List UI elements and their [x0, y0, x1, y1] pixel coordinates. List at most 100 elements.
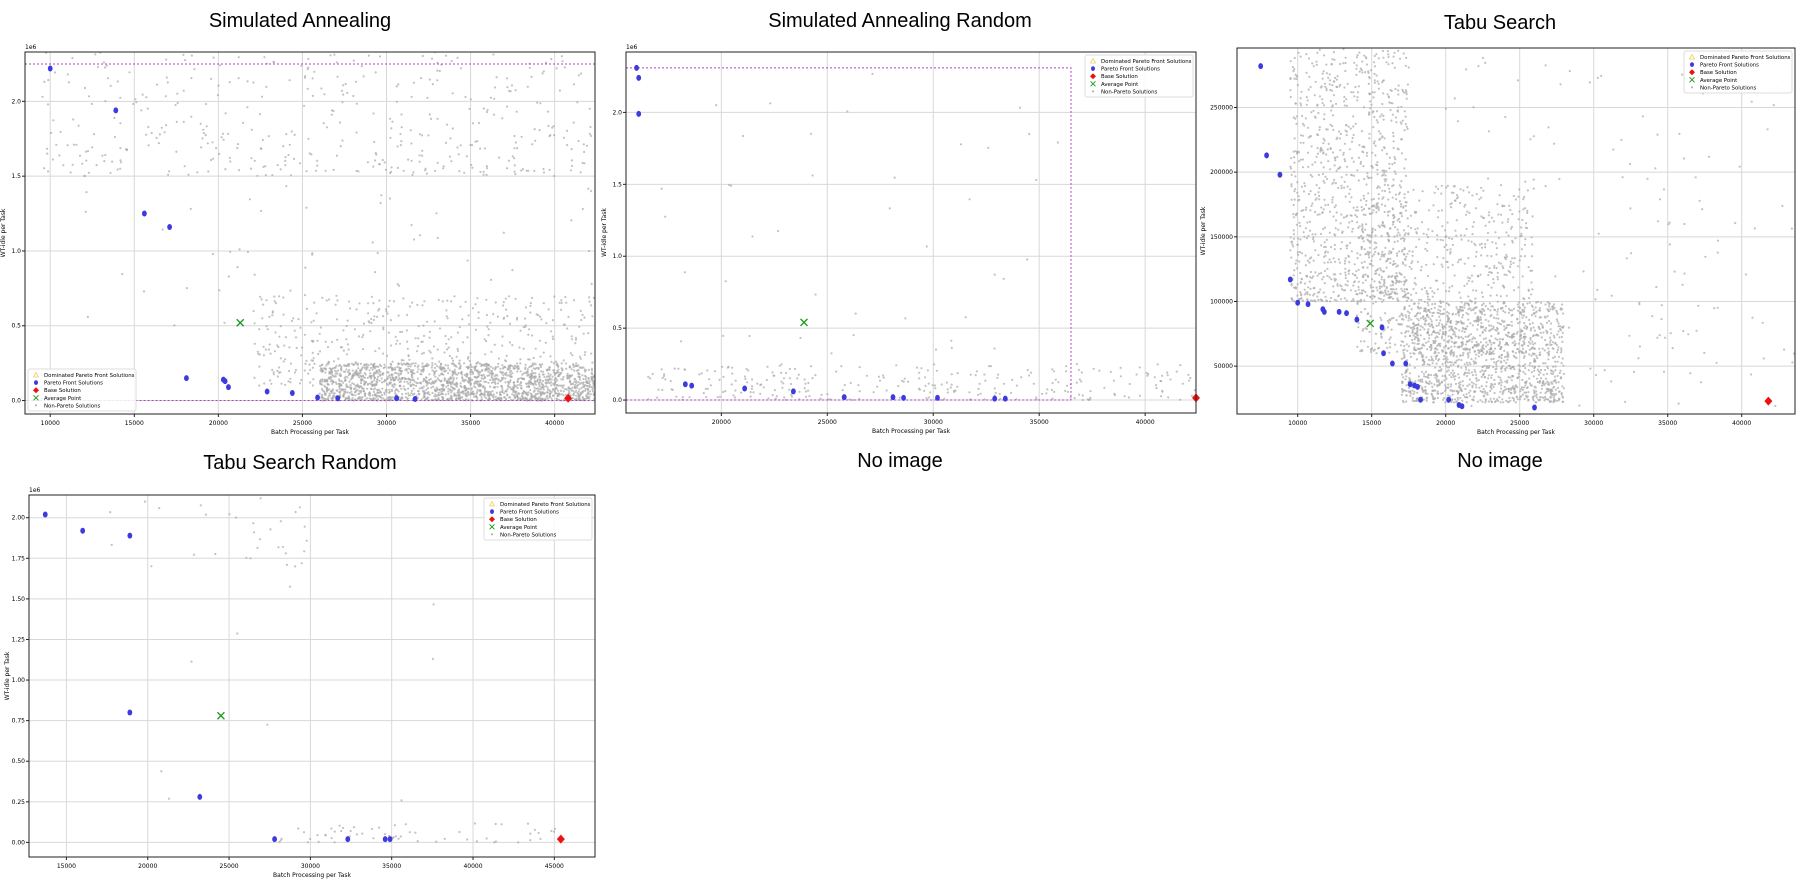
- non-pareto-point: [1292, 274, 1295, 277]
- non-pareto-point: [1496, 275, 1499, 279]
- non-pareto-point: [465, 387, 468, 390]
- non-pareto-point: [1512, 194, 1515, 198]
- non-pareto-point: [731, 366, 734, 369]
- non-pareto-point: [1306, 221, 1309, 224]
- non-pareto-point: [1322, 152, 1325, 155]
- non-pareto-point: [579, 72, 583, 75]
- non-pareto-point: [1295, 122, 1298, 125]
- non-pareto-point: [347, 348, 350, 351]
- non-pareto-point: [881, 374, 885, 377]
- non-pareto-point: [1388, 351, 1391, 354]
- non-pareto-point: [1301, 158, 1305, 161]
- non-pareto-point: [1378, 186, 1381, 189]
- non-pareto-point: [713, 370, 717, 373]
- pareto-point: [682, 381, 688, 388]
- non-pareto-point: [85, 191, 88, 194]
- non-pareto-point: [1313, 115, 1317, 118]
- non-pareto-point: [265, 85, 268, 88]
- non-pareto-point: [1367, 207, 1371, 210]
- non-pareto-point: [1394, 282, 1397, 285]
- non-pareto-point: [1407, 319, 1410, 322]
- non-pareto-point: [1329, 296, 1333, 300]
- non-pareto-point: [940, 383, 943, 386]
- non-pareto-point: [241, 121, 245, 124]
- non-pareto-point: [444, 141, 448, 144]
- non-pareto-point: [490, 370, 493, 373]
- non-pareto-point: [390, 166, 393, 169]
- non-pareto-point: [1425, 290, 1428, 293]
- non-pareto-point: [1464, 366, 1467, 369]
- non-pareto-point: [588, 296, 591, 299]
- non-pareto-point: [495, 398, 498, 401]
- non-pareto-point: [1395, 198, 1398, 201]
- non-pareto-point: [1372, 286, 1375, 289]
- non-pareto-point: [1296, 251, 1299, 254]
- non-pareto-point: [554, 360, 558, 363]
- non-pareto-point: [1463, 234, 1466, 237]
- non-pareto-point: [165, 76, 168, 79]
- non-pareto-point: [467, 379, 470, 382]
- non-pareto-point: [1317, 291, 1320, 294]
- non-pareto-point: [327, 360, 330, 363]
- non-pareto-point: [447, 338, 450, 341]
- non-pareto-point: [1340, 184, 1343, 187]
- non-pareto-point: [1403, 234, 1406, 237]
- non-pareto-point: [592, 386, 595, 389]
- non-pareto-point: [1560, 335, 1563, 339]
- non-pareto-point: [1508, 204, 1511, 207]
- non-pareto-point: [182, 89, 185, 92]
- non-pareto-point: [1410, 318, 1413, 321]
- non-pareto-point: [1516, 322, 1520, 325]
- non-pareto-point: [446, 381, 449, 385]
- non-pareto-point: [1358, 144, 1361, 147]
- non-pareto-point: [59, 130, 62, 133]
- non-pareto-point: [384, 168, 387, 171]
- non-pareto-point: [1351, 157, 1354, 160]
- non-pareto-point: [660, 368, 663, 371]
- non-pareto-point: [588, 300, 591, 303]
- non-pareto-point: [1331, 105, 1334, 108]
- non-pareto-point: [906, 380, 910, 383]
- non-pareto-point: [176, 101, 179, 105]
- non-pareto-point: [1290, 283, 1293, 286]
- non-pareto-point: [588, 384, 592, 387]
- non-pareto-point: [1455, 219, 1458, 222]
- non-pareto-point: [557, 365, 560, 368]
- non-pareto-point: [541, 363, 544, 366]
- non-pareto-point: [1377, 82, 1380, 85]
- y-tick-label: 1.5: [612, 181, 622, 188]
- non-pareto-point: [418, 387, 421, 390]
- non-pareto-point: [734, 389, 737, 392]
- non-pareto-point: [390, 373, 393, 376]
- non-pareto-point: [385, 390, 388, 393]
- non-pareto-point: [1160, 379, 1163, 383]
- non-pareto-point: [1307, 151, 1310, 154]
- non-pareto-point: [337, 357, 340, 360]
- non-pareto-point: [560, 308, 563, 311]
- non-pareto-point: [1373, 79, 1376, 82]
- non-pareto-point: [319, 364, 322, 367]
- non-pareto-point: [1349, 289, 1352, 292]
- non-pareto-point: [540, 388, 543, 391]
- non-pareto-point: [1474, 244, 1477, 247]
- non-pareto-point: [516, 386, 519, 390]
- non-pareto-point: [376, 251, 379, 255]
- non-pareto-point: [993, 387, 996, 390]
- non-pareto-point: [1380, 203, 1384, 206]
- y-tick-label: 1.0: [612, 253, 622, 260]
- non-pareto-point: [1393, 235, 1396, 238]
- non-pareto-point: [345, 397, 348, 400]
- non-pareto-point: [1342, 62, 1345, 65]
- non-pareto-point: [513, 164, 516, 167]
- non-pareto-point: [362, 322, 365, 325]
- non-pareto-point: [1403, 129, 1406, 132]
- non-pareto-point: [517, 365, 520, 368]
- non-pareto-point: [1362, 197, 1366, 200]
- non-pareto-point: [511, 269, 514, 272]
- x-axis-label: Batch Processing per Task: [271, 429, 349, 436]
- non-pareto-point: [1464, 213, 1468, 216]
- non-pareto-point: [580, 386, 583, 390]
- non-pareto-point: [1403, 280, 1406, 283]
- non-pareto-point: [407, 371, 410, 374]
- non-pareto-point: [293, 371, 297, 374]
